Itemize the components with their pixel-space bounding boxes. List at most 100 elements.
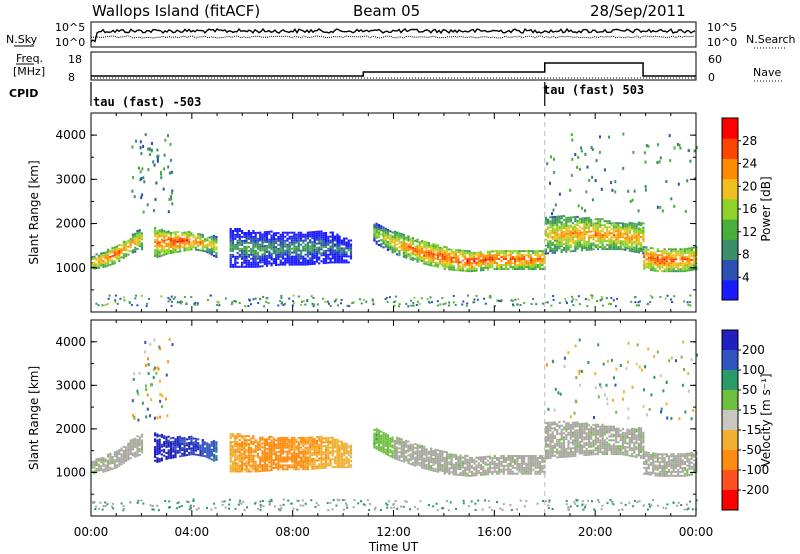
cell <box>386 231 390 233</box>
cell <box>375 434 378 436</box>
cell <box>572 304 575 307</box>
cell <box>109 452 112 455</box>
cell <box>154 438 157 441</box>
cell <box>596 230 600 233</box>
cell <box>243 445 246 447</box>
cell <box>482 458 485 460</box>
cell <box>637 243 640 246</box>
cell <box>665 258 668 261</box>
cell <box>482 460 485 462</box>
cell <box>576 239 579 242</box>
cell <box>311 461 314 464</box>
cell <box>176 230 179 233</box>
cell <box>396 235 399 238</box>
cell <box>643 264 646 266</box>
cell <box>544 244 547 247</box>
cell <box>320 447 323 450</box>
cell <box>193 303 196 306</box>
cell <box>336 249 339 252</box>
cell <box>137 166 140 170</box>
cell <box>448 260 451 263</box>
cell <box>448 256 451 259</box>
cell <box>302 233 305 236</box>
cell <box>156 234 159 237</box>
cell <box>252 261 255 264</box>
colorbar-cell <box>722 138 738 159</box>
cell <box>473 255 476 258</box>
cell <box>560 237 563 240</box>
cell <box>168 197 171 201</box>
cell <box>360 302 363 305</box>
cell <box>412 301 415 304</box>
cell <box>405 252 408 255</box>
cell <box>331 466 334 469</box>
cell <box>206 442 209 445</box>
cell <box>302 438 305 441</box>
cpid-segment-2: tau (fast) 503 <box>543 83 645 97</box>
cell <box>416 254 419 257</box>
cell <box>656 266 659 268</box>
cell <box>558 237 561 240</box>
cell <box>596 238 600 241</box>
cell <box>288 241 291 244</box>
cell <box>633 222 636 225</box>
cell <box>131 237 134 240</box>
cell <box>229 470 232 473</box>
cell <box>645 258 648 261</box>
cell <box>169 451 173 453</box>
cell <box>398 254 401 257</box>
cell <box>288 450 291 453</box>
cell <box>234 441 237 444</box>
cell <box>272 443 275 446</box>
cell <box>466 462 469 465</box>
cell <box>375 428 378 431</box>
cell <box>265 233 269 235</box>
cell <box>306 233 309 236</box>
cell <box>407 255 410 258</box>
cell <box>190 447 193 450</box>
cell <box>138 448 141 451</box>
cell <box>315 459 319 462</box>
cell <box>100 465 103 468</box>
cell <box>172 450 175 453</box>
cell <box>679 262 682 265</box>
cell <box>241 265 244 268</box>
cell <box>587 238 591 241</box>
cell <box>165 446 168 449</box>
cell <box>645 262 648 265</box>
cell <box>324 261 328 264</box>
cpid-label: CPID <box>9 87 39 100</box>
cell <box>300 257 303 260</box>
cell <box>663 262 666 265</box>
cell <box>668 268 671 271</box>
cell <box>194 439 198 442</box>
cell <box>658 262 662 265</box>
cell <box>500 299 503 302</box>
cell <box>411 444 415 447</box>
cell <box>286 450 289 453</box>
cell <box>254 251 257 254</box>
cell <box>410 304 413 307</box>
cell <box>236 450 239 453</box>
cell <box>158 235 161 238</box>
cell <box>194 246 198 249</box>
cell <box>113 262 116 265</box>
cell <box>120 455 123 458</box>
cell <box>234 456 237 459</box>
cell <box>436 470 440 473</box>
cell <box>669 159 672 163</box>
cell <box>140 234 144 237</box>
cell <box>425 465 428 468</box>
cell <box>482 261 485 264</box>
cell <box>572 226 575 229</box>
cell <box>542 302 544 305</box>
cell <box>587 228 591 231</box>
cell <box>318 232 321 235</box>
cell <box>134 439 137 442</box>
cell <box>309 444 312 447</box>
cell <box>461 474 464 477</box>
cell <box>336 460 339 463</box>
cell <box>245 261 248 264</box>
cell <box>210 235 213 238</box>
cell <box>615 222 618 225</box>
